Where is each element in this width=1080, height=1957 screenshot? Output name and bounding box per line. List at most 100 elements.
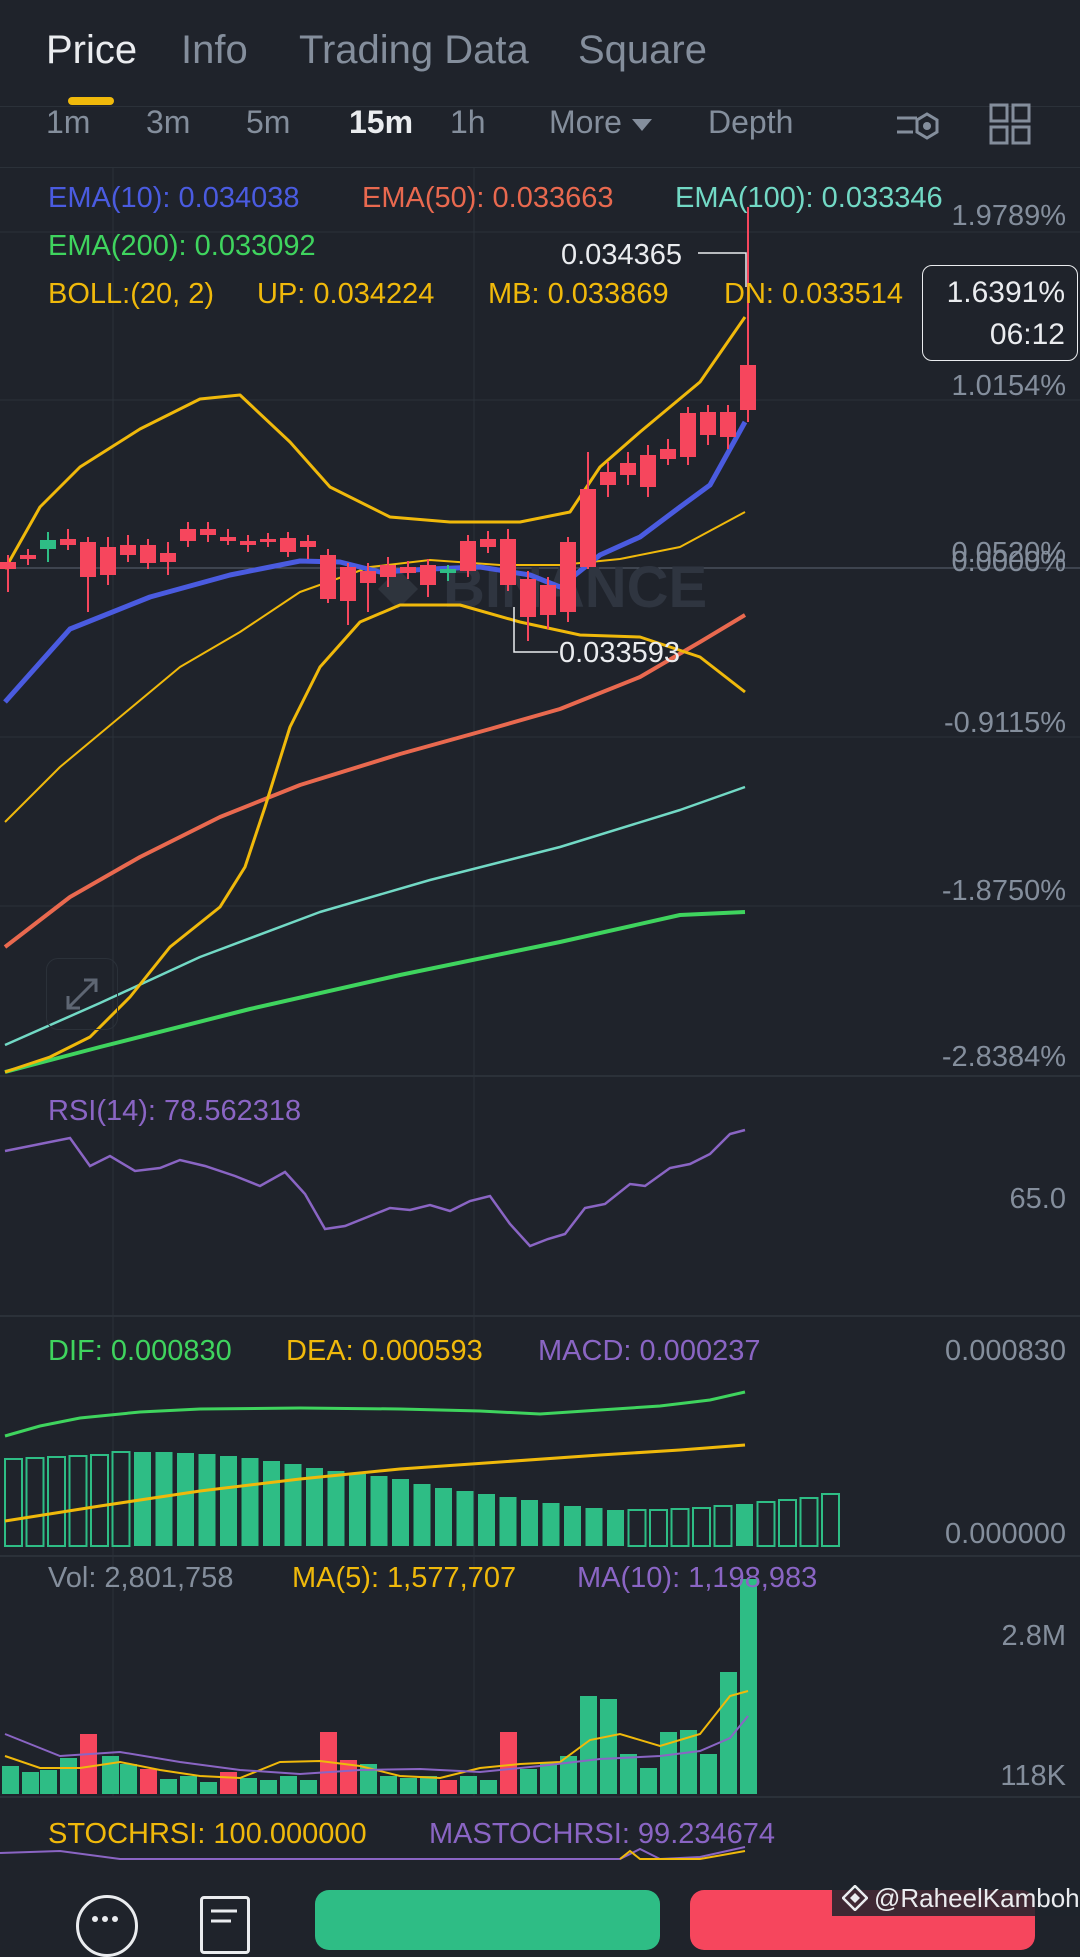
more-label: More bbox=[549, 104, 622, 140]
macd-bar bbox=[413, 1484, 431, 1546]
volume-separator bbox=[0, 1555, 1080, 1557]
volume-bar bbox=[2, 1766, 19, 1794]
timeframe-15m[interactable]: 15m bbox=[349, 104, 414, 140]
rsi-line bbox=[4, 1128, 746, 1248]
volume-bar bbox=[600, 1699, 617, 1794]
candle-body bbox=[160, 553, 176, 562]
candle-body bbox=[260, 539, 276, 542]
expand-icon bbox=[66, 978, 98, 1010]
tab-trading-data[interactable]: Trading Data bbox=[299, 28, 529, 72]
timeframe-5m[interactable]: 5m bbox=[246, 104, 291, 140]
macd-bar bbox=[241, 1458, 259, 1546]
volume-bar bbox=[140, 1769, 157, 1794]
dea-line bbox=[4, 1443, 746, 1523]
macd-bar bbox=[607, 1510, 624, 1546]
rsi-separator bbox=[0, 1075, 1080, 1077]
candle-body bbox=[140, 545, 156, 563]
timeframe-1h[interactable]: 1h bbox=[450, 104, 486, 140]
tab-square[interactable]: Square bbox=[578, 28, 707, 72]
rsi-chart[interactable] bbox=[0, 1076, 1080, 1315]
boll-up-line bbox=[3, 316, 747, 570]
tab-price[interactable]: Price bbox=[46, 28, 138, 72]
layout-grid-icon[interactable] bbox=[988, 102, 1034, 146]
candle-body bbox=[560, 542, 576, 612]
dif-label: DIF: 0.000830 bbox=[48, 1335, 232, 1367]
volume-ma5-line bbox=[4, 1690, 749, 1780]
macd-bar bbox=[111, 1451, 131, 1547]
volume-bar bbox=[740, 1579, 757, 1794]
buy-button[interactable] bbox=[315, 1890, 660, 1950]
volume-bar bbox=[700, 1754, 717, 1794]
macd-bar bbox=[47, 1456, 66, 1547]
volume-bar bbox=[60, 1758, 77, 1794]
boll-label: BOLL:(20, 2) bbox=[48, 278, 215, 310]
volume-bar bbox=[580, 1696, 597, 1794]
price-axis-label: 1.9789% bbox=[951, 200, 1067, 232]
macd-bar bbox=[349, 1474, 366, 1546]
boll-dn-line bbox=[4, 603, 746, 1074]
binance-logo-icon bbox=[842, 1885, 868, 1911]
volume-bar bbox=[340, 1760, 357, 1794]
macd-bar bbox=[68, 1455, 88, 1547]
more-dropdown[interactable]: More bbox=[549, 104, 653, 141]
candle-body bbox=[540, 585, 556, 615]
chat-button[interactable] bbox=[76, 1895, 138, 1957]
macd-bar bbox=[627, 1509, 647, 1547]
ema10-label: EMA(10): 0.034038 bbox=[48, 182, 300, 214]
volume-bar bbox=[460, 1776, 477, 1794]
volume-bar bbox=[120, 1764, 137, 1794]
volume-label: Vol: 2,801,758 bbox=[48, 1562, 234, 1594]
boll-dn-label: DN: 0.033514 bbox=[724, 278, 903, 310]
macd-label: MACD: 0.000237 bbox=[538, 1335, 761, 1367]
stochrsi-separator bbox=[0, 1796, 1080, 1798]
macd-bar bbox=[456, 1491, 474, 1546]
timeframe-1m[interactable]: 1m bbox=[46, 104, 91, 140]
indicator-lines bbox=[3, 316, 748, 1074]
candle-body bbox=[500, 539, 516, 585]
chevron-down-icon bbox=[631, 118, 652, 131]
volume-bar bbox=[620, 1754, 637, 1794]
candle-body bbox=[300, 541, 316, 547]
candles bbox=[0, 207, 756, 641]
indicator-settings-icon[interactable] bbox=[893, 106, 943, 146]
candle-body bbox=[80, 542, 96, 577]
macd-chart[interactable] bbox=[0, 1316, 1080, 1555]
candle-body bbox=[100, 547, 116, 575]
macd-bar bbox=[478, 1494, 495, 1546]
volume-ma10-label: MA(10): 1,198,983 bbox=[577, 1562, 818, 1594]
fullscreen-button[interactable] bbox=[46, 958, 118, 1030]
volume-bar bbox=[260, 1780, 277, 1794]
volume-bar bbox=[160, 1779, 177, 1794]
ema50-line bbox=[3, 613, 747, 949]
credit-text: @RaheelKamboh bbox=[874, 1882, 1080, 1913]
timeframe-3m[interactable]: 3m bbox=[146, 104, 191, 140]
tabs-divider bbox=[0, 106, 1080, 107]
volume-bar bbox=[180, 1776, 197, 1794]
price-chart[interactable]: BINANCE 0.034365 0.033593 bbox=[0, 167, 1080, 1075]
tab-info[interactable]: Info bbox=[181, 28, 248, 72]
volume-bar bbox=[540, 1762, 557, 1794]
boll-up-label: UP: 0.034224 bbox=[257, 278, 435, 310]
candle-body bbox=[320, 555, 336, 599]
macd-axis-top: 0.000830 bbox=[945, 1335, 1066, 1367]
orders-button[interactable] bbox=[200, 1896, 250, 1954]
price-axis-label: -2.8384% bbox=[941, 1041, 1066, 1073]
macd-bar bbox=[327, 1471, 345, 1546]
candle-body bbox=[240, 541, 256, 545]
rsi-label: RSI(14): 78.562318 bbox=[48, 1095, 302, 1127]
volume-bar bbox=[40, 1770, 57, 1794]
candle-body bbox=[340, 567, 356, 601]
depth-tab[interactable]: Depth bbox=[708, 104, 794, 140]
mastochrsi-label: MASTOCHRSI: 99.234674 bbox=[429, 1818, 776, 1850]
macd-histogram bbox=[4, 1451, 840, 1547]
candle-body bbox=[60, 539, 76, 545]
volume-chart[interactable] bbox=[0, 1556, 1080, 1796]
current-price-pct: 1.6391% bbox=[946, 276, 1065, 309]
price-axis-label: -0.9115% bbox=[944, 707, 1066, 739]
macd-bar bbox=[499, 1497, 517, 1546]
macd-bar bbox=[370, 1476, 388, 1546]
macd-bar bbox=[198, 1454, 216, 1546]
current-price-box[interactable]: 1.6391% 06:12 bbox=[922, 265, 1078, 361]
dea-label: DEA: 0.000593 bbox=[286, 1335, 483, 1367]
volume-bar bbox=[300, 1780, 317, 1794]
